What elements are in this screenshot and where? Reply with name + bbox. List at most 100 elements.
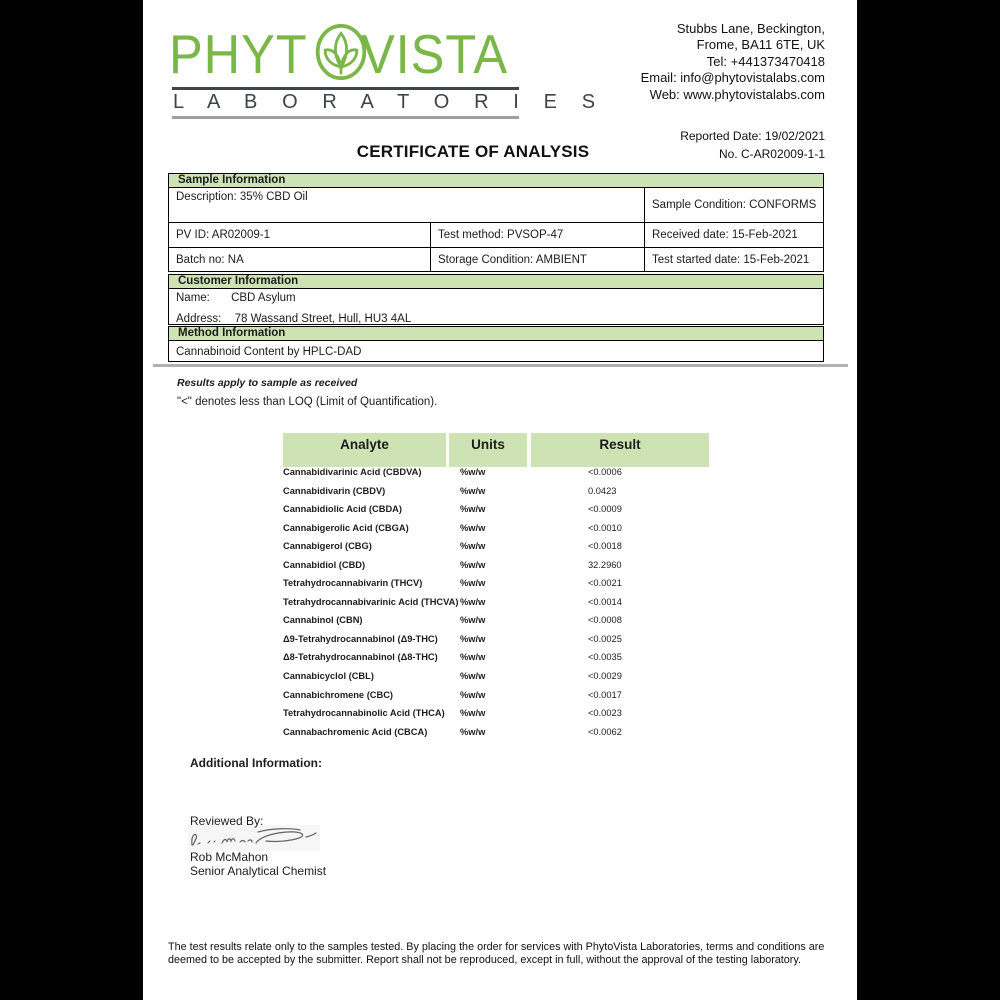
- footer-line-2: deemed to be accepted by the submitter. …: [168, 953, 801, 966]
- table-row: Cannabigerol (CBG) %w/w <0.0018: [283, 541, 723, 560]
- table-row: Cannabicyclol (CBL) %w/w <0.0029: [283, 671, 723, 690]
- units-cell: %w/w: [460, 485, 486, 496]
- logo-rule-dark: [172, 87, 519, 90]
- result-cell: <0.0021: [588, 578, 622, 589]
- result-cell: <0.0023: [588, 708, 622, 719]
- units-cell: %w/w: [460, 615, 486, 626]
- units-cell: %w/w: [460, 671, 486, 682]
- signature-scribble: [188, 825, 320, 851]
- table-row: Cannabidivarin (CBDV) %w/w 0.0423: [283, 486, 723, 505]
- document-page: PHYT VISTA L A B O R A T O R I E S Stubb…: [143, 0, 857, 1000]
- units-cell: %w/w: [460, 708, 486, 719]
- result-cell: <0.0014: [588, 596, 622, 607]
- logo-rule-gray: [172, 116, 519, 119]
- analyte-cell: Tetrahydrocannabinolic Acid (THCA): [283, 708, 445, 719]
- units-cell: %w/w: [460, 559, 486, 570]
- units-cell: %w/w: [460, 689, 486, 700]
- customer-address: Address: 78 Wassand Street, Hull, HU3 4A…: [169, 310, 823, 325]
- result-cell: 32.2960: [588, 559, 622, 570]
- analyte-cell: Cannabichromene (CBC): [283, 689, 394, 700]
- units-cell: %w/w: [460, 522, 486, 533]
- analyte-cell: Cannabinol (CBN): [283, 615, 363, 626]
- result-cell: <0.0035: [588, 652, 622, 663]
- table-row: Cannabachromenic Acid (CBCA) %w/w <0.006…: [283, 727, 723, 746]
- report-number: No. C-AR02009-1-1: [718, 147, 825, 161]
- analyte-cell: Cannabigerolic Acid (CBGA): [283, 522, 409, 533]
- units-cell: %w/w: [460, 578, 486, 589]
- result-cell: <0.0006: [588, 467, 622, 477]
- result-cell: 0.0423: [588, 485, 617, 496]
- result-cell: <0.0029: [588, 671, 622, 682]
- analyte-cell: Δ9-Tetrahydrocannabinol (Δ9-THC): [283, 633, 438, 644]
- contact-block: Stubbs Lane, Beckington, Frome, BA11 6TE…: [641, 21, 825, 103]
- result-cell: <0.0062: [588, 726, 622, 737]
- pv-id: PV ID: AR02009-1: [176, 229, 270, 241]
- customer-information-table: Customer Information Name: CBD Asylum Ad…: [168, 274, 824, 325]
- test-started-date: Test started date: 15-Feb-2021: [644, 248, 823, 271]
- footer-line-1: The test results relate only to the samp…: [168, 941, 825, 953]
- contact-line-address2: Frome, BA11 6TE, UK: [696, 37, 825, 53]
- reviewer-name: Rob McMahon: [190, 850, 269, 864]
- footer-disclaimer: The test results relate only to the samp…: [168, 941, 868, 966]
- sample-information-table: Sample Information Description: 35% CBD …: [168, 173, 824, 272]
- method-information-header: Method Information: [169, 327, 823, 341]
- results-table-header: Analyte Units Result: [283, 433, 709, 467]
- customer-information-header: Customer Information: [169, 275, 823, 289]
- brand-text-prefix: PHYT: [169, 23, 308, 85]
- loq-note: "<" denotes less than LOQ (Limit of Quan…: [177, 396, 438, 408]
- reviewer-title: Senior Analytical Chemist: [190, 864, 327, 878]
- result-cell: <0.0009: [588, 504, 622, 515]
- method-information-table: Method Information Cannabinoid Content b…: [168, 326, 824, 362]
- sample-information-header: Sample Information: [169, 174, 823, 188]
- sample-condition: Sample Condition: CONFORMS: [644, 188, 823, 222]
- method-description: Cannabinoid Content by HPLC-DAD: [176, 346, 362, 358]
- table-row: Cannabinol (CBN) %w/w <0.0008: [283, 615, 723, 634]
- analyte-cell: Cannabidivarinic Acid (CBDVA): [283, 467, 422, 477]
- result-cell: <0.0018: [588, 541, 622, 552]
- reported-date: Reported Date: 19/02/2021: [680, 129, 825, 143]
- units-cell: %w/w: [460, 652, 486, 663]
- result-cell: <0.0025: [588, 633, 622, 644]
- column-header-units: Units: [449, 433, 527, 467]
- table-row: Cannabidivarinic Acid (CBDVA) %w/w <0.00…: [283, 467, 723, 486]
- brand-text-suffix: VISTA: [361, 23, 509, 85]
- batch-no: Batch no: NA: [176, 253, 244, 266]
- additional-information-label: Additional Information:: [190, 756, 322, 770]
- result-cell: <0.0017: [588, 689, 622, 700]
- table-row: Tetrahydrocannabivarinic Acid (THCVA) %w…: [283, 597, 723, 616]
- units-cell: %w/w: [460, 467, 486, 477]
- units-cell: %w/w: [460, 504, 486, 515]
- contact-line-web: Web: www.phytovistalabs.com: [649, 86, 825, 102]
- analyte-cell: Cannabidiolic Acid (CBDA): [283, 504, 402, 515]
- leaf-icon: [313, 22, 369, 87]
- customer-name: Name: CBD Asylum: [169, 289, 823, 304]
- table-row: Cannabigerolic Acid (CBGA) %w/w <0.0010: [283, 523, 723, 542]
- table-row: Cannabidiol (CBD) %w/w 32.2960: [283, 560, 723, 579]
- analyte-cell: Cannabicyclol (CBL): [283, 671, 374, 682]
- table-row: Cannabichromene (CBC) %w/w <0.0017: [283, 690, 723, 709]
- storage-condition: Storage Condition: AMBIENT: [430, 248, 644, 271]
- column-header-analyte: Analyte: [283, 433, 446, 467]
- report-meta: Reported Date: 19/02/2021 No. C-AR02009-…: [680, 127, 825, 163]
- received-date: Received date: 15-Feb-2021: [644, 223, 823, 247]
- table-row: Tetrahydrocannabinolic Acid (THCA) %w/w …: [283, 708, 723, 727]
- results-note: Results apply to sample as received: [177, 377, 358, 389]
- test-method: Test method: PVSOP-47: [430, 223, 644, 247]
- customer-name-value: CBD Asylum: [231, 292, 296, 304]
- contact-line-address1: Stubbs Lane, Beckington,: [676, 21, 825, 36]
- analyte-cell: Cannabigerol (CBG): [283, 541, 372, 552]
- analyte-cell: Tetrahydrocannabivarin (THCV): [283, 578, 423, 589]
- contact-line-tel: Tel: +441373470418: [706, 53, 825, 69]
- table-row: Δ9-Tetrahydrocannabinol (Δ9-THC) %w/w <0…: [283, 634, 723, 653]
- reviewed-by-label: Reviewed By:: [190, 814, 264, 828]
- customer-name-label: Name:: [176, 292, 210, 304]
- analyte-cell: Tetrahydrocannabivarinic Acid (THCVA): [283, 596, 459, 607]
- result-cell: <0.0008: [588, 615, 622, 626]
- logo-subtitle: L A B O R A T O R I E S: [173, 91, 605, 113]
- analyte-cell: Cannabidivarin (CBDV): [283, 485, 386, 496]
- table-row: Δ8-Tetrahydrocannabinol (Δ8-THC) %w/w <0…: [283, 652, 723, 671]
- table-row: Tetrahydrocannabivarin (THCV) %w/w <0.00…: [283, 578, 723, 597]
- table-row: Cannabidiolic Acid (CBDA) %w/w <0.0009: [283, 504, 723, 523]
- customer-address-value: 78 Wassand Street, Hull, HU3 4AL: [234, 313, 412, 325]
- analyte-cell: Cannabachromenic Acid (CBCA): [283, 726, 428, 737]
